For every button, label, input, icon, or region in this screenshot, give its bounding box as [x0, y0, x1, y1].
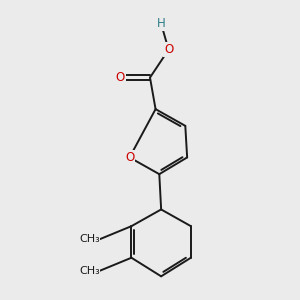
Text: H: H — [157, 17, 166, 30]
Text: O: O — [116, 71, 125, 84]
Text: CH₃: CH₃ — [79, 234, 100, 244]
Text: O: O — [125, 151, 134, 164]
Text: CH₃: CH₃ — [79, 266, 100, 276]
Text: O: O — [164, 43, 173, 56]
